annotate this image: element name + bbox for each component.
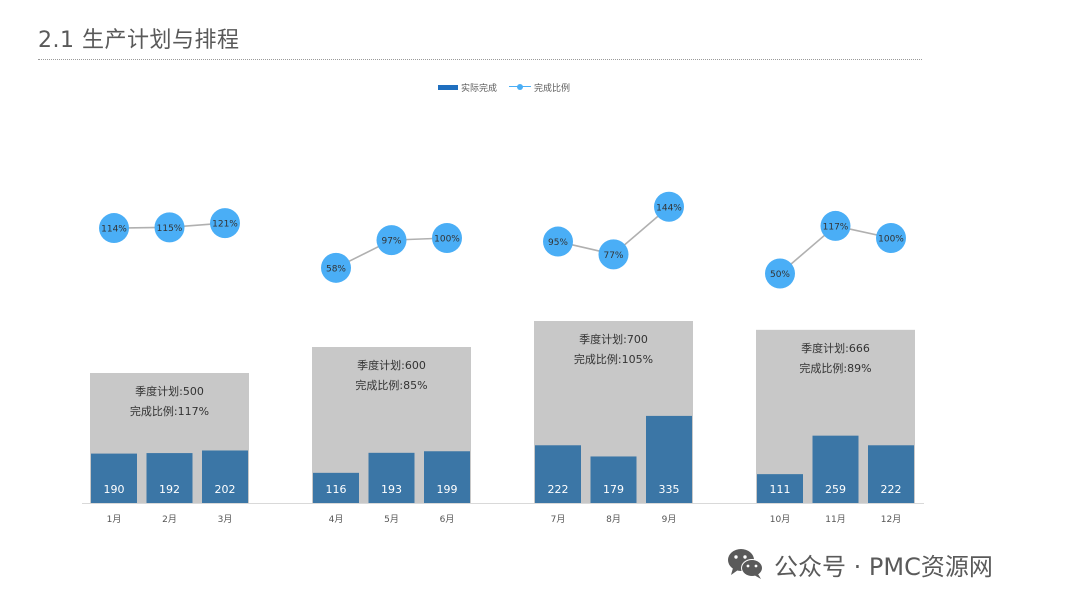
x-tick-label: 9月 <box>662 514 677 525</box>
x-tick-label: 5月 <box>384 514 399 525</box>
completion-point <box>376 225 407 256</box>
completion-point <box>876 223 906 253</box>
x-tick-label: 11月 <box>825 514 845 525</box>
bar-value-label: 259 <box>825 483 846 496</box>
x-tick-label: 8月 <box>606 514 621 525</box>
completion-label: 117% <box>823 222 849 232</box>
bar-value-label: 193 <box>381 483 402 496</box>
completion-point <box>820 210 851 241</box>
bar-value-label: 222 <box>881 483 902 496</box>
x-tick-label: 12月 <box>881 514 901 525</box>
bar-value-label: 190 <box>104 483 125 496</box>
quarter-ratio-label: 完成比例:117% <box>130 404 209 418</box>
quarter-plan-label: 季度计划:600 <box>357 358 426 372</box>
completion-point <box>321 252 351 283</box>
bar <box>424 451 470 503</box>
completion-label: 100% <box>434 235 460 245</box>
bar <box>868 445 914 503</box>
legend-bar-label: 实际完成 <box>461 83 498 94</box>
bar-value-label: 199 <box>437 483 458 496</box>
quarter-plan-label: 季度计划:700 <box>579 332 648 346</box>
bar <box>757 474 803 503</box>
completion-point <box>765 258 795 289</box>
x-tick-label: 3月 <box>218 514 233 525</box>
bar-value-label: 202 <box>215 483 236 496</box>
quarter-ratio-label: 完成比例:89% <box>799 361 871 375</box>
completion-label: 95% <box>548 238 568 248</box>
completion-label: 58% <box>326 264 346 274</box>
x-tick-label: 1月 <box>107 514 122 525</box>
bar-value-label: 192 <box>159 483 180 496</box>
bar <box>646 415 692 503</box>
wechat-icon <box>728 549 763 579</box>
completion-point <box>543 226 573 257</box>
title-divider <box>38 59 922 60</box>
quarter-ratio-label: 完成比例:85% <box>355 378 427 392</box>
bar <box>202 450 248 503</box>
completion-label: 121% <box>212 220 238 230</box>
completion-label: 97% <box>381 237 401 247</box>
completion-point <box>598 239 629 270</box>
legend-line-label: 完成比例 <box>534 83 571 94</box>
bar-value-label: 222 <box>548 483 569 496</box>
bar-value-label: 179 <box>603 483 624 496</box>
completion-point <box>210 208 240 239</box>
completion-label: 115% <box>157 224 183 234</box>
bar <box>535 445 581 503</box>
completion-point <box>654 191 684 222</box>
completion-label: 100% <box>878 235 904 245</box>
x-tick-label: 4月 <box>329 514 344 525</box>
x-tick-label: 2月 <box>162 514 177 525</box>
completion-point <box>432 223 462 253</box>
legend-line-swatch <box>509 82 532 92</box>
completion-label: 144% <box>656 203 682 213</box>
bar <box>368 452 415 503</box>
x-tick-label: 10月 <box>770 514 790 525</box>
x-tick-label: 7月 <box>551 514 566 525</box>
bar <box>590 456 637 503</box>
bar <box>146 453 193 503</box>
completion-label: 50% <box>770 270 790 280</box>
watermark: 公众号 · PMC资源网 <box>726 546 993 582</box>
bar-value-label: 116 <box>326 483 347 496</box>
bar-value-label: 111 <box>770 483 791 496</box>
x-tick-label: 6月 <box>440 514 455 525</box>
bar <box>812 435 859 503</box>
quarter-plan-label: 季度计划:500 <box>135 384 204 398</box>
page-title: 2.1 生产计划与排程 <box>38 28 240 53</box>
completion-label: 114% <box>101 225 127 235</box>
bar <box>91 453 137 503</box>
watermark-text: 公众号 · PMC资源网 <box>774 552 993 581</box>
quarter-plan-label: 季度计划:666 <box>801 341 870 355</box>
bar-value-label: 335 <box>659 483 680 496</box>
completion-label: 77% <box>603 251 623 261</box>
bar <box>313 472 359 503</box>
completion-point <box>154 212 185 243</box>
quarter-ratio-label: 完成比例:105% <box>574 352 653 366</box>
legend-bar-swatch <box>438 84 458 90</box>
completion-point <box>99 213 129 244</box>
chart-legend: 实际完成 完成比例 <box>438 80 570 94</box>
